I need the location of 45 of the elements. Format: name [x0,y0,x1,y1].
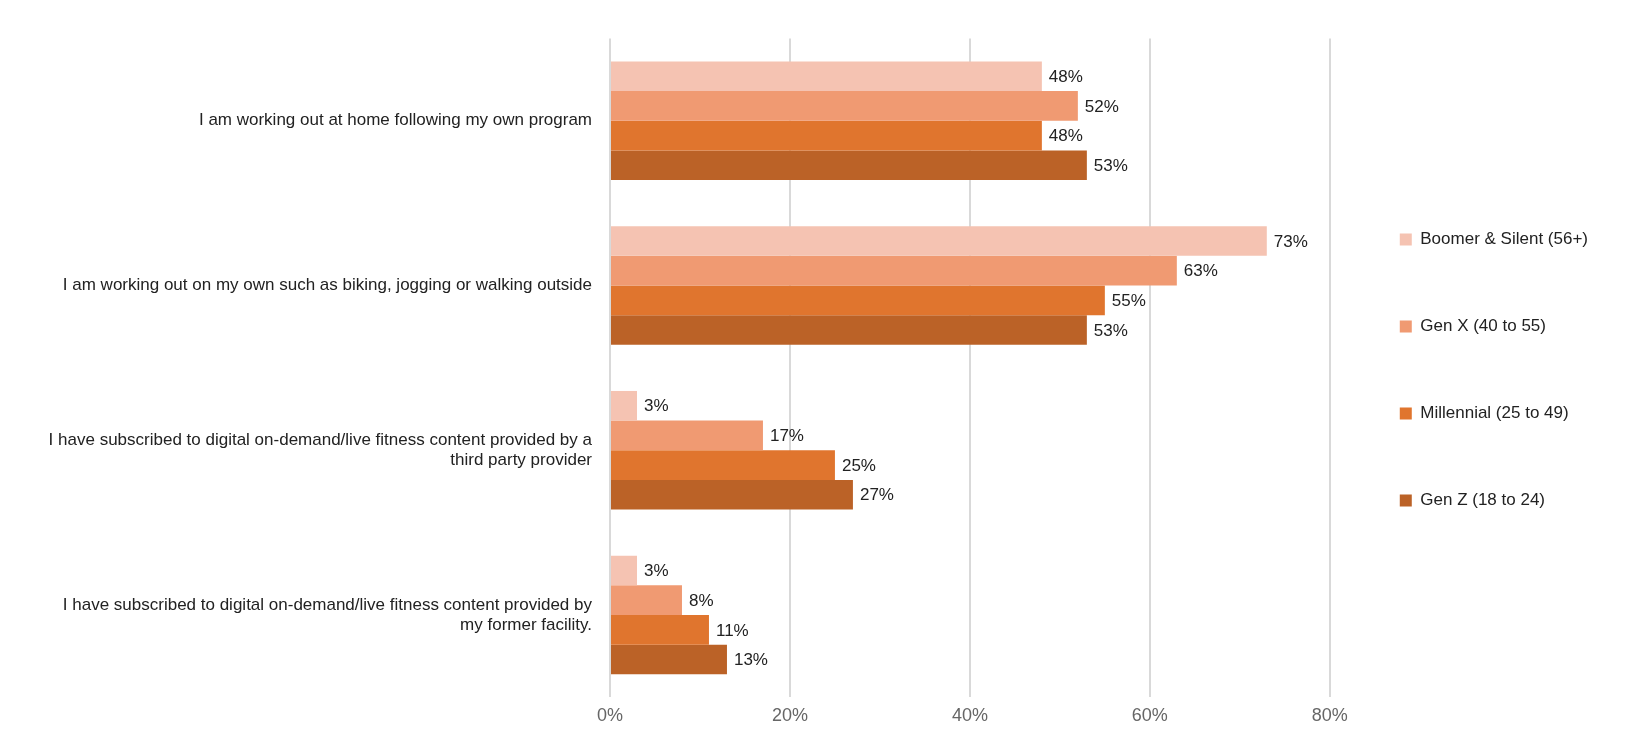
bar [611,585,682,616]
bar [611,120,1042,151]
bar [611,315,1087,345]
bar [611,150,1087,181]
data-label: 3% [643,396,669,416]
x-tick-label: 40% [951,705,988,726]
bar [611,390,637,421]
y-tick-label: I am working out at home following my own program [198,110,592,130]
bar [611,420,763,451]
y-tick-label: I have subscribed to digital on-demand/live fitness content provided by a third party provider [48,429,593,470]
data-label: 52% [1084,96,1119,116]
x-tick-label: 0% [596,705,624,726]
legend-label: Gen Z (18 to 24) [1420,490,1546,510]
bar [611,644,727,675]
y-tick-label: I am working out on my own such as biking, jogging or walking outside [62,275,592,295]
bar [611,615,709,645]
y-tick-label: I have subscribed to digital on-demand/live fitness content provided by my former facility. [62,594,593,634]
data-label: 27% [859,485,894,505]
bar [611,255,1177,286]
data-label: 53% [1093,155,1128,175]
legend-label: Millennial (25 to 49) [1420,403,1569,423]
data-label: 53% [1093,320,1128,340]
data-label: 17% [769,426,804,446]
bar [611,61,1042,92]
data-label: 48% [1048,66,1083,86]
data-label: 11% [715,620,749,640]
bar [611,285,1105,316]
x-tick-label: 20% [771,705,808,726]
data-label: 48% [1048,126,1083,146]
bar [611,450,835,480]
data-label: 13% [733,650,768,670]
bar [611,226,1267,256]
data-label: 55% [1111,291,1146,311]
bar [611,91,1078,121]
legend-label: Gen X (40 to 55) [1420,316,1546,336]
data-label: 25% [841,455,876,475]
data-label: 63% [1183,261,1218,281]
data-label: 73% [1273,231,1308,251]
legend-label: Boomer & Silent (56+) [1420,229,1588,249]
data-label: 8% [688,590,714,610]
x-tick-label: 80% [1311,705,1348,726]
data-label: 3% [643,561,669,581]
bar [611,555,637,586]
x-tick-label: 60% [1131,705,1168,726]
bar [611,479,853,510]
